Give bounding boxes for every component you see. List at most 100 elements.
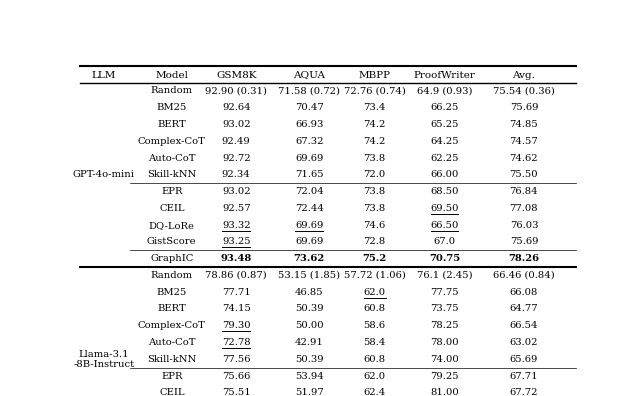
Text: Llama-3.1
-8B-Instruct: Llama-3.1 -8B-Instruct <box>73 350 134 369</box>
Text: 75.69: 75.69 <box>509 238 538 246</box>
Text: 66.93: 66.93 <box>295 120 323 129</box>
Text: Skill-kNN: Skill-kNN <box>147 170 196 179</box>
Text: 78.26: 78.26 <box>508 254 540 263</box>
Text: EPR: EPR <box>161 187 182 196</box>
Text: MBPP: MBPP <box>358 70 390 80</box>
Text: 92.49: 92.49 <box>222 137 251 146</box>
Text: 70.47: 70.47 <box>295 103 324 112</box>
Text: 73.8: 73.8 <box>364 204 386 213</box>
Text: 78.00: 78.00 <box>430 338 459 347</box>
Text: 77.71: 77.71 <box>222 288 251 297</box>
Text: Complex-CoT: Complex-CoT <box>138 321 205 330</box>
Text: BERT: BERT <box>157 305 186 314</box>
Text: 58.6: 58.6 <box>364 321 386 330</box>
Text: 79.30: 79.30 <box>222 321 250 330</box>
Text: Auto-CoT: Auto-CoT <box>148 338 195 347</box>
Text: 69.69: 69.69 <box>295 154 323 162</box>
Text: 62.4: 62.4 <box>364 388 386 396</box>
Text: EPR: EPR <box>161 371 182 381</box>
Text: 50.39: 50.39 <box>295 355 323 364</box>
Text: Avg.: Avg. <box>513 70 535 80</box>
Text: 76.03: 76.03 <box>509 221 538 230</box>
Text: 62.0: 62.0 <box>364 371 386 381</box>
Text: GistScore: GistScore <box>147 238 196 246</box>
Text: GPT-4o-mini: GPT-4o-mini <box>73 170 135 179</box>
Text: 50.39: 50.39 <box>295 305 323 314</box>
Text: 67.72: 67.72 <box>509 388 538 396</box>
Text: 67.0: 67.0 <box>433 238 456 246</box>
Text: 57.72 (1.06): 57.72 (1.06) <box>344 271 406 280</box>
Text: 51.97: 51.97 <box>295 388 324 396</box>
Text: 73.4: 73.4 <box>364 103 386 112</box>
Text: 93.25: 93.25 <box>222 238 250 246</box>
Text: 92.64: 92.64 <box>222 103 250 112</box>
Text: Skill-kNN: Skill-kNN <box>147 355 196 364</box>
Text: 75.69: 75.69 <box>509 103 538 112</box>
Text: 53.15 (1.85): 53.15 (1.85) <box>278 271 340 280</box>
Text: 64.25: 64.25 <box>430 137 459 146</box>
Text: 76.84: 76.84 <box>509 187 538 196</box>
Text: 66.54: 66.54 <box>509 321 538 330</box>
Text: 66.50: 66.50 <box>430 221 459 230</box>
Text: DQ-LoRe: DQ-LoRe <box>148 221 195 230</box>
Text: 71.65: 71.65 <box>295 170 323 179</box>
Text: 71.58 (0.72): 71.58 (0.72) <box>278 86 340 95</box>
Text: 67.71: 67.71 <box>509 371 538 381</box>
Text: 77.75: 77.75 <box>430 288 459 297</box>
Text: 73.8: 73.8 <box>364 154 386 162</box>
Text: 92.57: 92.57 <box>222 204 250 213</box>
Text: 66.00: 66.00 <box>430 170 459 179</box>
Text: BM25: BM25 <box>157 103 187 112</box>
Text: 72.8: 72.8 <box>364 238 386 246</box>
Text: Auto-CoT: Auto-CoT <box>148 154 195 162</box>
Text: 75.2: 75.2 <box>362 254 387 263</box>
Text: BERT: BERT <box>157 120 186 129</box>
Text: 60.8: 60.8 <box>364 355 386 364</box>
Text: 63.02: 63.02 <box>509 338 538 347</box>
Text: LLM: LLM <box>92 70 116 80</box>
Text: 93.48: 93.48 <box>221 254 252 263</box>
Text: GraphIC: GraphIC <box>150 254 193 263</box>
Text: 75.51: 75.51 <box>222 388 251 396</box>
Text: 74.57: 74.57 <box>509 137 538 146</box>
Text: Random: Random <box>150 271 193 280</box>
Text: 66.46 (0.84): 66.46 (0.84) <box>493 271 555 280</box>
Text: 93.32: 93.32 <box>222 221 250 230</box>
Text: Complex-CoT: Complex-CoT <box>138 137 205 146</box>
Text: 67.32: 67.32 <box>295 137 323 146</box>
Text: 92.34: 92.34 <box>222 170 251 179</box>
Text: CEIL: CEIL <box>159 204 184 213</box>
Text: 66.25: 66.25 <box>430 103 459 112</box>
Text: 46.85: 46.85 <box>295 288 323 297</box>
Text: 74.15: 74.15 <box>222 305 251 314</box>
Text: Random: Random <box>150 86 193 95</box>
Text: 93.02: 93.02 <box>222 187 250 196</box>
Text: ProofWriter: ProofWriter <box>413 70 476 80</box>
Text: 74.2: 74.2 <box>364 137 386 146</box>
Text: BM25: BM25 <box>157 288 187 297</box>
Text: 78.86 (0.87): 78.86 (0.87) <box>205 271 267 280</box>
Text: 53.94: 53.94 <box>295 371 324 381</box>
Text: 81.00: 81.00 <box>430 388 459 396</box>
Text: 65.25: 65.25 <box>430 120 459 129</box>
Text: 79.25: 79.25 <box>430 371 459 381</box>
Text: AQUA: AQUA <box>293 70 325 80</box>
Text: 69.69: 69.69 <box>295 221 323 230</box>
Text: 75.50: 75.50 <box>509 170 538 179</box>
Text: 42.91: 42.91 <box>294 338 324 347</box>
Text: 77.56: 77.56 <box>222 355 250 364</box>
Text: 68.50: 68.50 <box>430 187 459 196</box>
Text: 60.8: 60.8 <box>364 305 386 314</box>
Text: 77.08: 77.08 <box>509 204 538 213</box>
Text: 93.02: 93.02 <box>222 120 250 129</box>
Text: 70.75: 70.75 <box>429 254 460 263</box>
Text: 69.69: 69.69 <box>295 238 323 246</box>
Text: 72.44: 72.44 <box>294 204 324 213</box>
Text: 50.00: 50.00 <box>295 321 323 330</box>
Text: 69.50: 69.50 <box>430 204 459 213</box>
Text: 75.54 (0.36): 75.54 (0.36) <box>493 86 555 95</box>
Text: 92.90 (0.31): 92.90 (0.31) <box>205 86 268 95</box>
Text: 72.76 (0.74): 72.76 (0.74) <box>344 86 406 95</box>
Text: Model: Model <box>156 70 188 80</box>
Text: 75.66: 75.66 <box>222 371 250 381</box>
